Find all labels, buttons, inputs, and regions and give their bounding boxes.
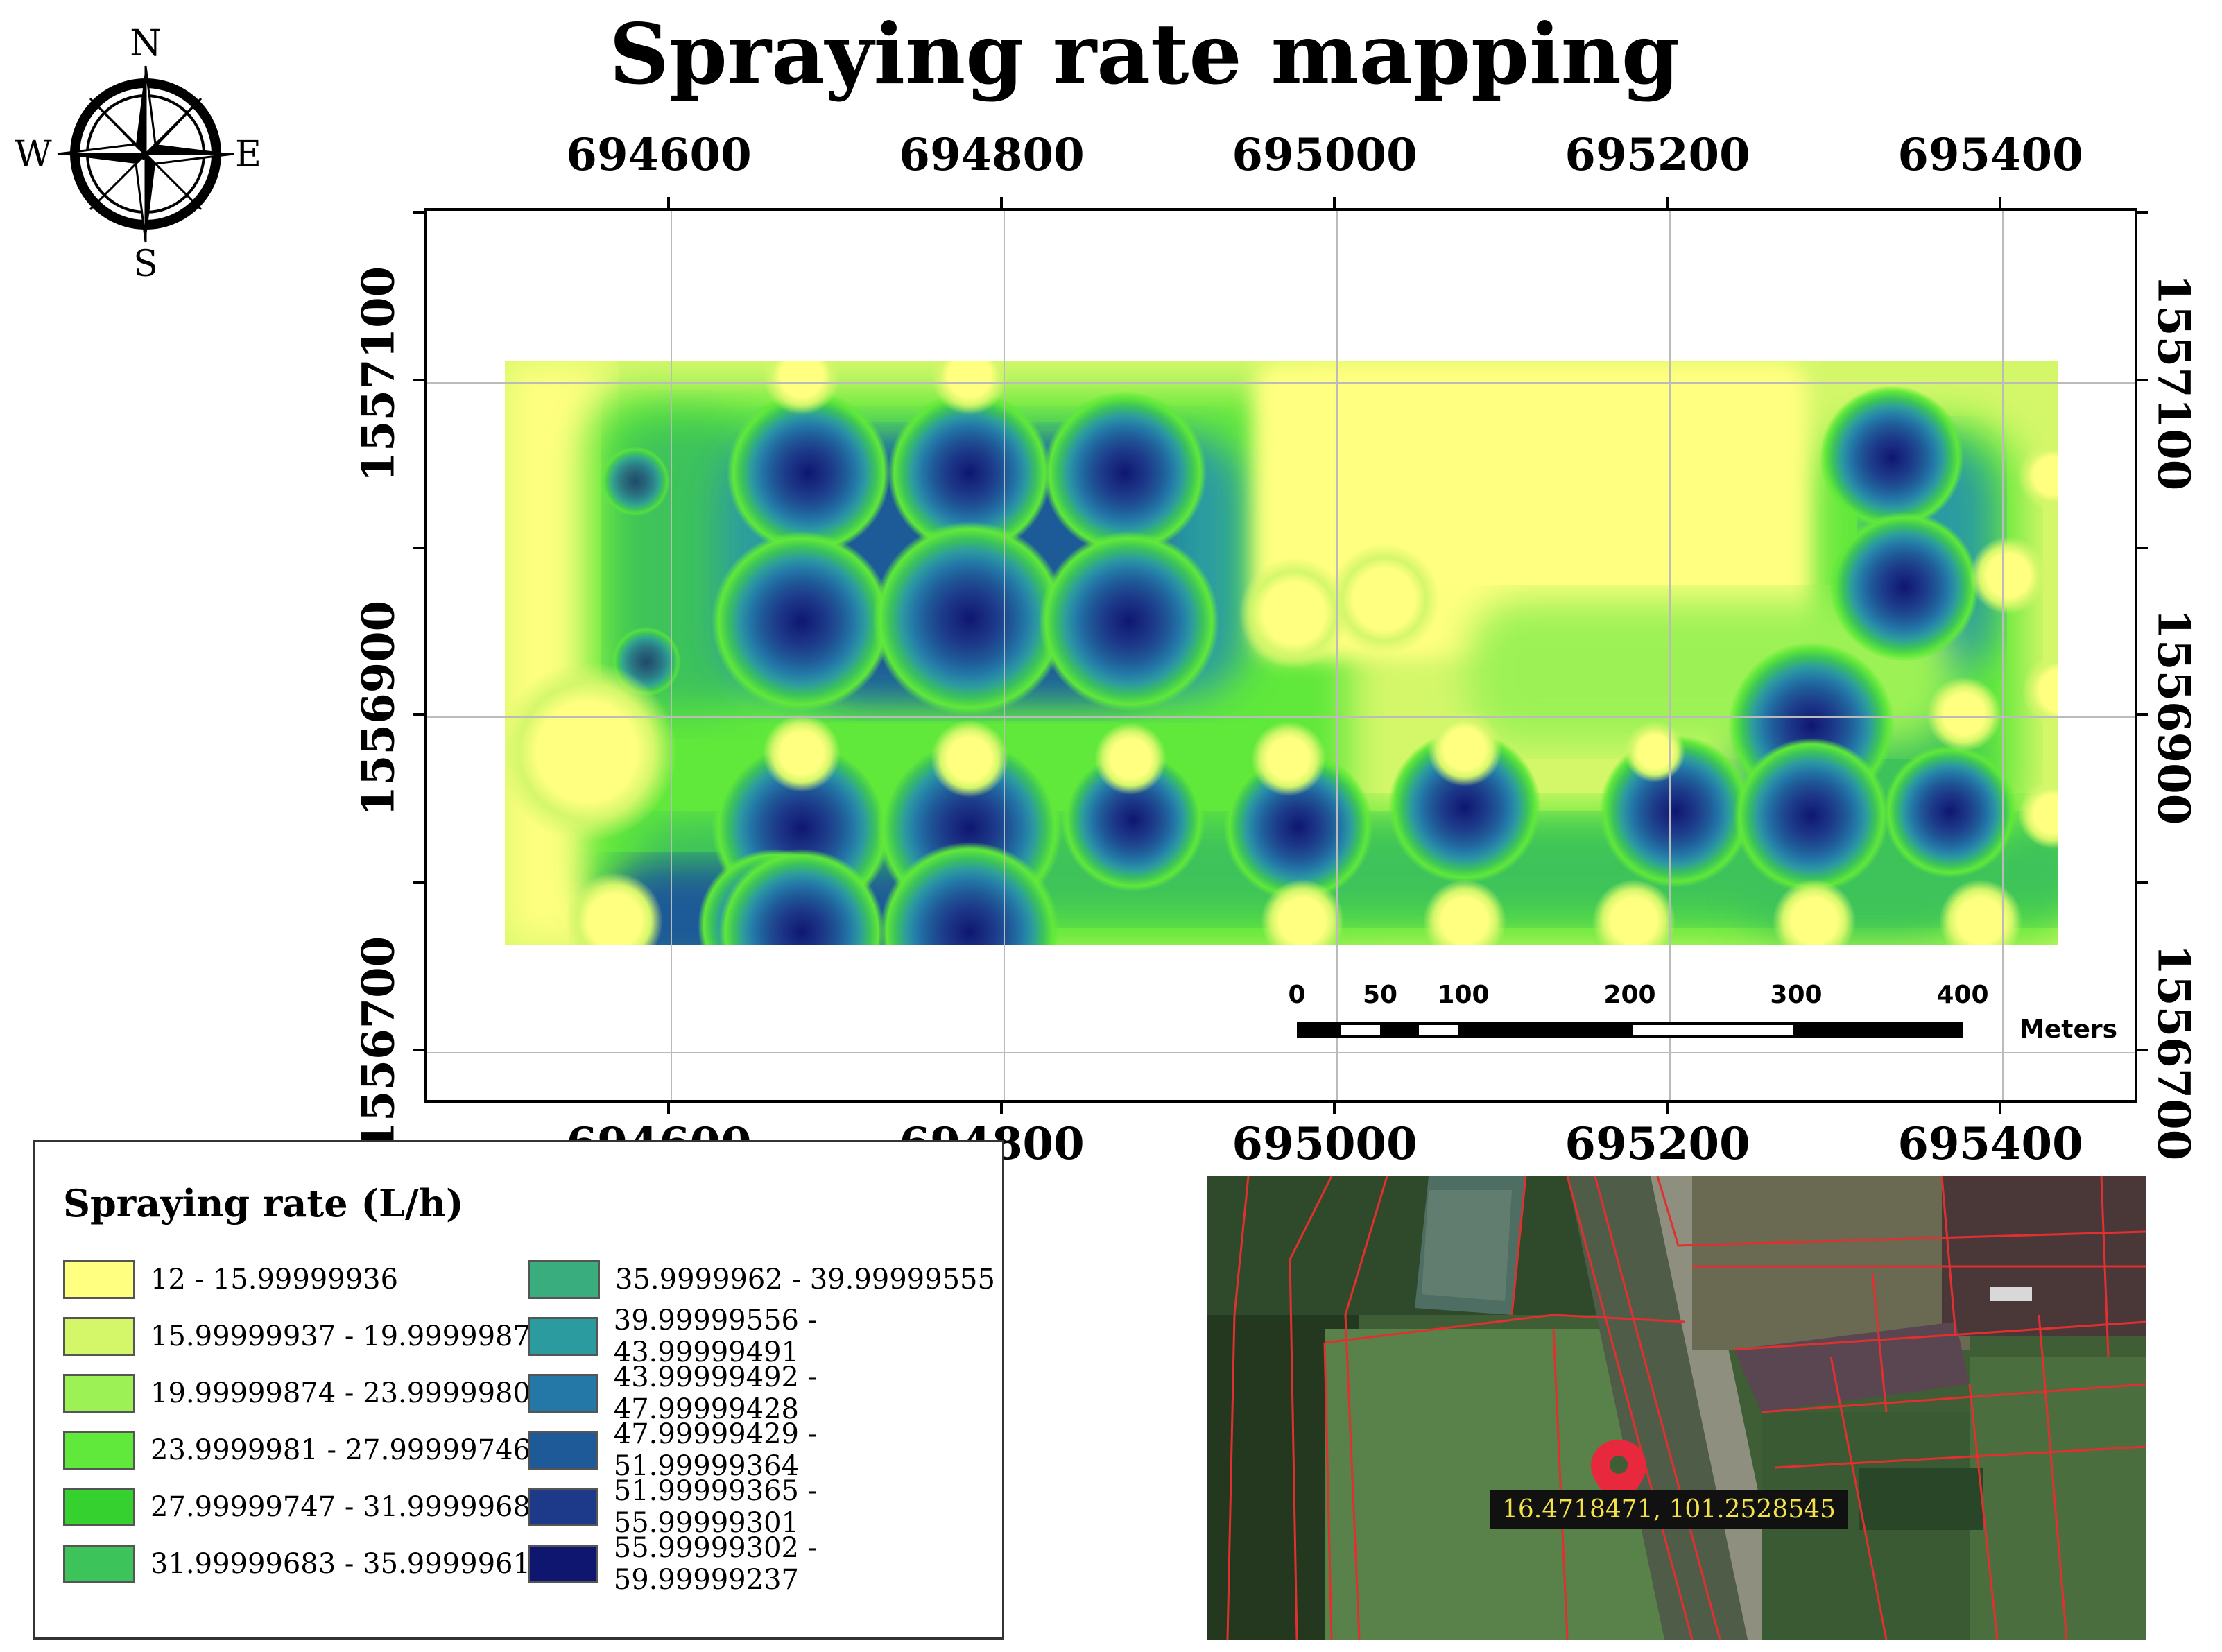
legend-label: 39.99999556 - 43.99999491 bbox=[613, 1305, 818, 1368]
map-title: Spraying rate mapping bbox=[609, 6, 1680, 103]
legend-item: 27.99999747 - 31.99999682 bbox=[63, 1486, 548, 1528]
legend-label: 27.99999747 - 31.99999682 bbox=[150, 1491, 549, 1523]
legend-title: Spraying rate (L/h) bbox=[63, 1181, 464, 1225]
scale-label-100: 100 bbox=[1437, 981, 1490, 1009]
legend-swatch bbox=[528, 1260, 600, 1299]
legend-item: 47.99999429 - 51.99999364 bbox=[528, 1418, 1002, 1482]
legend-item: 35.9999962 - 39.99999555 bbox=[528, 1259, 1002, 1300]
legend-item: 23.9999981 - 27.99999746 bbox=[63, 1429, 548, 1471]
legend-label: 55.99999302 - 59.99999237 bbox=[613, 1532, 818, 1596]
legend-label: 23.9999981 - 27.99999746 bbox=[150, 1434, 531, 1466]
compass-n-label: N bbox=[130, 23, 162, 64]
scale-unit: Meters bbox=[2019, 1015, 2118, 1044]
legend-swatch bbox=[528, 1317, 598, 1356]
satellite-inset bbox=[1207, 1176, 2146, 1640]
legend-label: 19.99999874 - 23.99999809 bbox=[150, 1377, 549, 1409]
scale-label-400: 400 bbox=[1936, 981, 1989, 1009]
scale-label-200: 200 bbox=[1603, 981, 1656, 1009]
satellite-image bbox=[1207, 1176, 2146, 1640]
legend-label: 12 - 15.99999936 bbox=[150, 1264, 399, 1296]
x-tick-bottom-3: 695000 bbox=[1232, 1118, 1418, 1170]
legend-item: 43.99999492 - 47.99999428 bbox=[528, 1361, 1002, 1425]
map-frame: 0 50 100 200 300 400 Meters bbox=[424, 208, 2137, 1103]
x-tick-top-2: 694800 bbox=[899, 129, 1085, 181]
legend-swatch bbox=[63, 1488, 135, 1526]
legend-swatch bbox=[528, 1488, 598, 1526]
legend-label: 35.9999962 - 39.99999555 bbox=[615, 1264, 995, 1296]
legend-label: 51.99999365 - 55.99999301 bbox=[613, 1475, 818, 1539]
spraying-rate-raster bbox=[427, 211, 2135, 1100]
compass-rose: N S W E bbox=[0, 0, 277, 291]
scale-bar bbox=[1297, 1022, 1963, 1038]
legend-item: 15.99999937 - 19.99999873 bbox=[63, 1316, 548, 1357]
scale-label-0: 0 bbox=[1288, 981, 1306, 1009]
legend: Spraying rate (L/h) 12 - 15.99999936 15.… bbox=[33, 1140, 1004, 1640]
x-tick-top-3: 695000 bbox=[1232, 129, 1418, 181]
x-tick-top-1: 694600 bbox=[566, 129, 752, 181]
legend-swatch bbox=[63, 1374, 135, 1413]
legend-swatch bbox=[63, 1545, 135, 1583]
compass-w-label: W bbox=[15, 134, 52, 175]
x-tick-bottom-5: 695400 bbox=[1897, 1118, 2083, 1170]
coordinate-label: 16.4718471, 101.2528545 bbox=[1490, 1490, 1848, 1529]
compass-s-label: S bbox=[133, 243, 158, 285]
legend-swatch bbox=[63, 1317, 135, 1356]
legend-swatch bbox=[528, 1431, 598, 1470]
legend-item: 55.99999302 - 59.99999237 bbox=[528, 1532, 1002, 1596]
legend-item: 19.99999874 - 23.99999809 bbox=[63, 1373, 548, 1414]
legend-item: 39.99999556 - 43.99999491 bbox=[528, 1305, 1002, 1368]
x-tick-top-5: 695400 bbox=[1897, 129, 2083, 181]
scale-label-50: 50 bbox=[1362, 981, 1398, 1009]
scale-label-300: 300 bbox=[1770, 981, 1823, 1009]
legend-label: 43.99999492 - 47.99999428 bbox=[613, 1361, 818, 1425]
legend-label: 47.99999429 - 51.99999364 bbox=[613, 1418, 818, 1482]
legend-swatch bbox=[63, 1431, 135, 1470]
legend-swatch bbox=[528, 1545, 598, 1583]
legend-item: 12 - 15.99999936 bbox=[63, 1259, 548, 1300]
legend-label: 31.99999683 - 35.99999619 bbox=[150, 1548, 549, 1580]
compass-icon: N S W E bbox=[15, 23, 261, 285]
legend-item: 31.99999683 - 35.99999619 bbox=[63, 1543, 548, 1585]
legend-column-2: 35.9999962 - 39.99999555 39.99999556 - 4… bbox=[528, 1259, 1002, 1596]
legend-column-1: 12 - 15.99999936 15.99999937 - 19.999998… bbox=[63, 1259, 548, 1585]
legend-swatch bbox=[63, 1260, 135, 1299]
legend-item: 51.99999365 - 55.99999301 bbox=[528, 1475, 1002, 1539]
compass-e-label: E bbox=[235, 134, 261, 175]
legend-label: 15.99999937 - 19.99999873 bbox=[150, 1320, 549, 1352]
scale-bar-labels: 0 50 100 200 300 400 Meters bbox=[427, 211, 2135, 1100]
x-tick-top-4: 695200 bbox=[1565, 129, 1750, 181]
legend-swatch bbox=[528, 1374, 598, 1413]
x-tick-bottom-4: 695200 bbox=[1565, 1118, 1750, 1170]
